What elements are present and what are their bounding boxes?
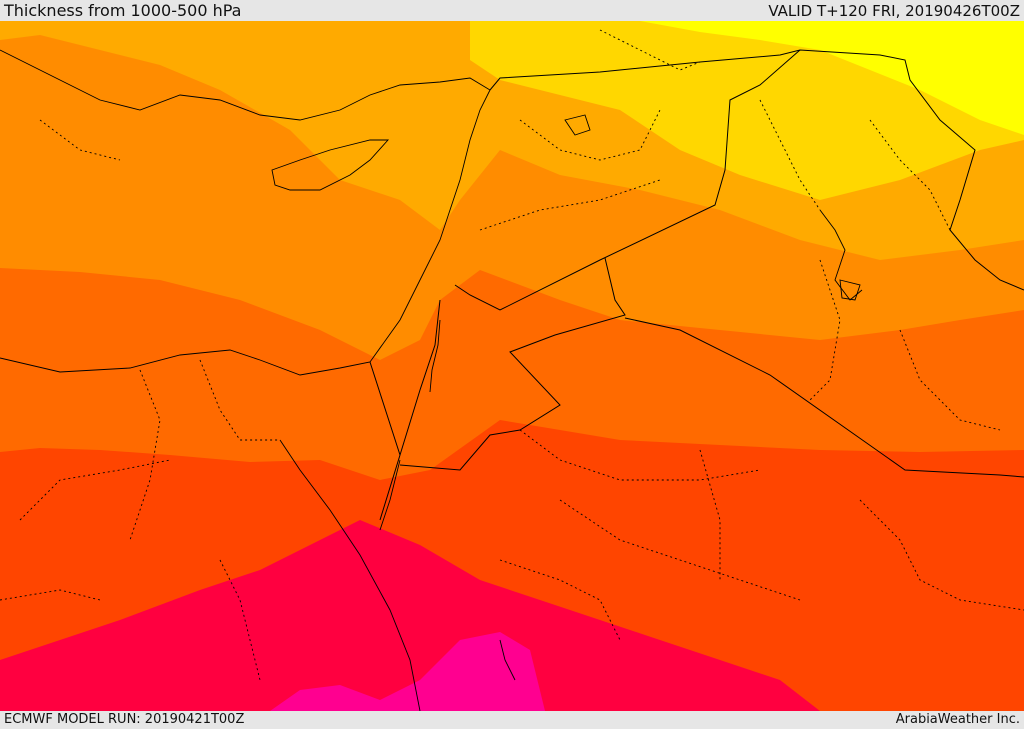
band-yellow — [640, 21, 1024, 135]
map-canvas — [0, 21, 1024, 711]
band-magenta — [270, 632, 545, 711]
header-bar: Thickness from 1000-500 hPa VALID T+120 … — [0, 0, 1024, 21]
valid-time: VALID T+120 FRI, 20190426T00Z — [768, 2, 1020, 20]
footer-bar: ECMWF MODEL RUN: 20190421T00Z ArabiaWeat… — [0, 711, 1024, 729]
credit: ArabiaWeather Inc. — [895, 712, 1020, 727]
map-title: Thickness from 1000-500 hPa — [4, 1, 242, 20]
coastlines — [0, 49, 863, 711]
band-crimson — [0, 520, 820, 711]
province-borders — [0, 29, 1024, 681]
thickness-map — [0, 21, 1024, 711]
lakes — [564, 114, 861, 301]
model-run: ECMWF MODEL RUN: 20190421T00Z — [4, 712, 245, 727]
country-borders — [369, 49, 1024, 521]
